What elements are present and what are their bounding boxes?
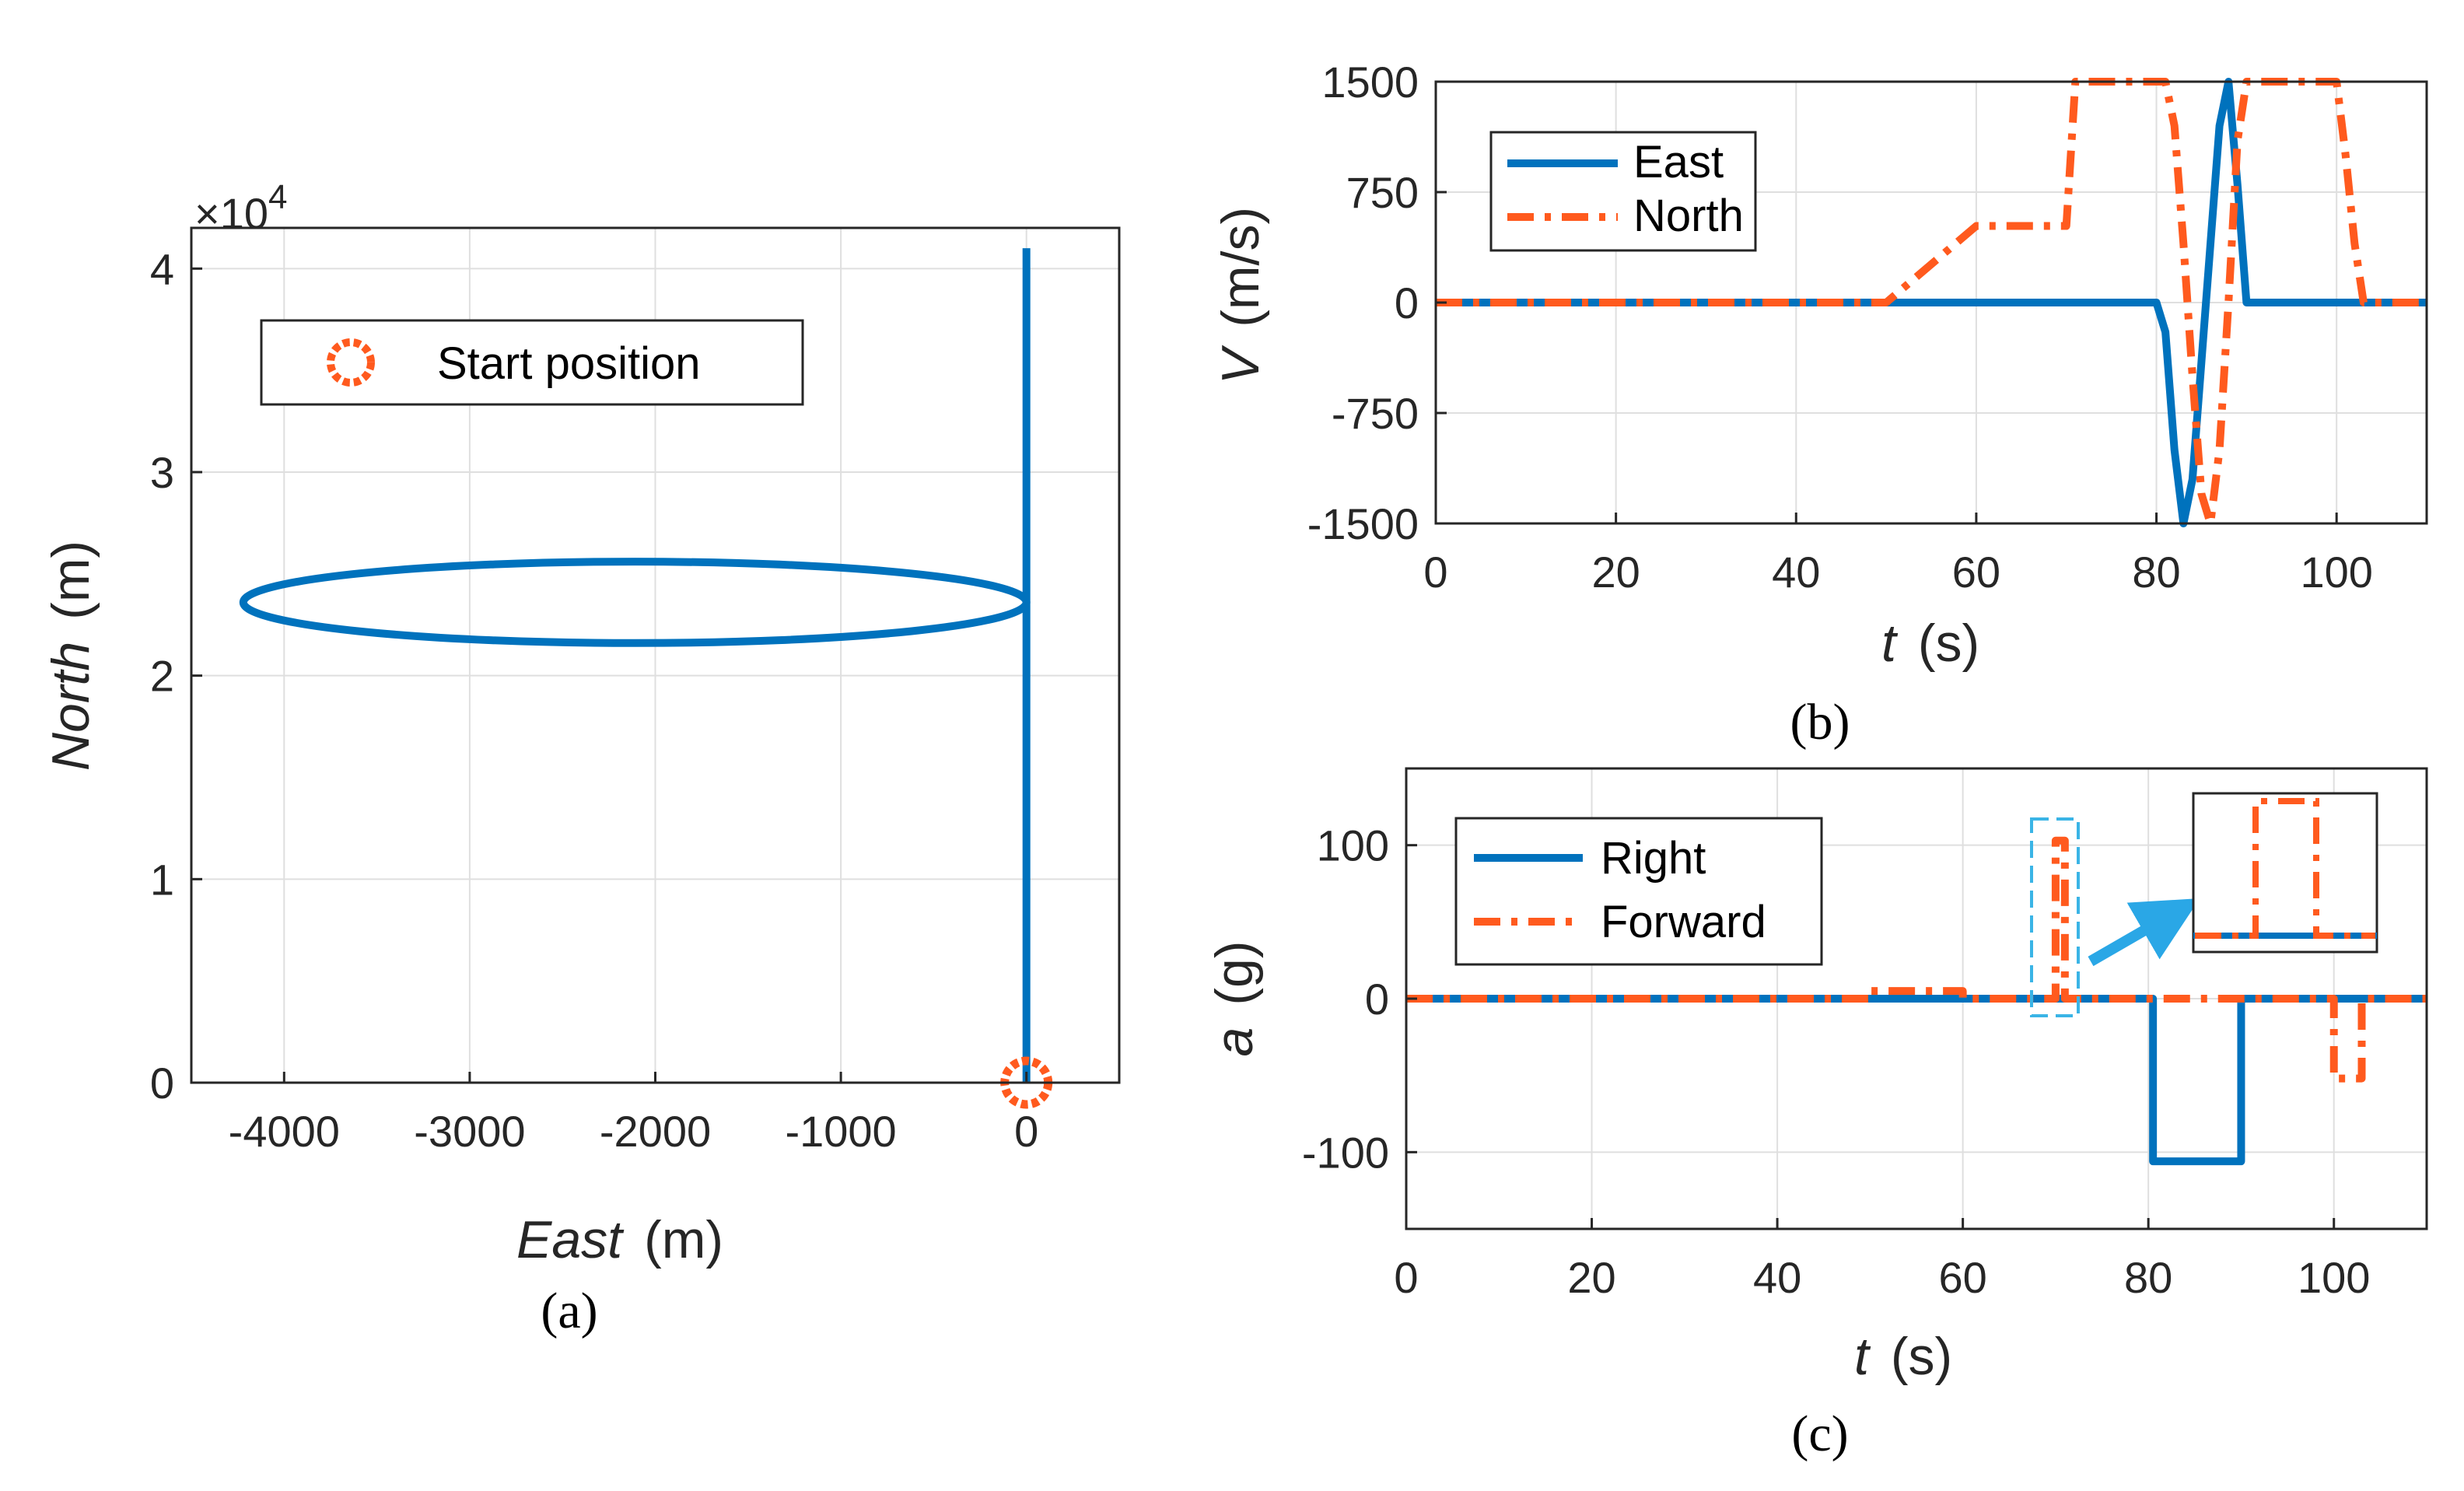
y-tick-label: 750	[1346, 168, 1419, 217]
y-tick-label: 1500	[1321, 58, 1419, 107]
x-tick-label: 80	[2124, 1253, 2172, 1302]
legend-forward-label: Forward	[1601, 897, 1766, 947]
zoom-highlight-box	[2030, 817, 2080, 1017]
x-tick-label: -2000	[600, 1107, 711, 1156]
x-tick-label: 0	[1014, 1107, 1038, 1156]
x-tick-label: 40	[1772, 548, 1820, 597]
x-tick-label: 100	[2300, 548, 2372, 597]
y-tick-label: 4	[150, 244, 174, 293]
series-line-north	[1436, 78, 2427, 527]
legend-start-marker	[327, 338, 375, 387]
panel-c-caption: (c)	[1791, 1405, 1848, 1462]
y-tick-label: 2	[150, 652, 174, 701]
y-tick-label: 0	[150, 1059, 174, 1108]
legend-north-label: North	[1633, 191, 1744, 241]
panel-c-ylabel: a(g)	[1205, 941, 1264, 1057]
series-line-forward	[1406, 836, 2427, 1083]
legend-right-label: Right	[1601, 833, 1706, 884]
panel-a-ylabel: North(m)	[41, 541, 100, 771]
series-line-east	[1436, 78, 2427, 527]
y-tick-label: 100	[1317, 821, 1389, 870]
y-tick-label: 3	[150, 448, 174, 497]
x-tick-label: -3000	[414, 1107, 525, 1156]
panel-c-legend-box	[1454, 817, 1823, 966]
x-tick-label: 80	[2132, 548, 2180, 597]
zoom-inset-frame	[2192, 792, 2378, 954]
panel-b-legend: East North	[1489, 131, 1757, 252]
x-tick-label: 40	[1753, 1253, 1801, 1302]
panel-a-legend-box	[260, 319, 804, 406]
x-tick-label: 0	[1394, 1253, 1418, 1302]
panel-a-y-exponent: ×104	[194, 178, 287, 238]
y-tick-label: -1500	[1307, 499, 1419, 548]
panel-a-caption: (a)	[541, 1283, 597, 1339]
x-tick-label: 20	[1567, 1253, 1615, 1302]
panel-b-legend-box	[1489, 131, 1757, 252]
panel-c-chart: 0 20 40 60 80 100 -100 0 100 Right Forward t (s)…	[1205, 767, 2428, 1462]
panel-c-legend: Right Forward	[1454, 817, 1823, 966]
panel-c-xlabel: t (s)	[1854, 1327, 1952, 1386]
zoom-inset-forward-line	[2195, 798, 2375, 939]
series-line-right	[1406, 995, 2427, 1166]
y-tick-label: 0	[1365, 975, 1389, 1024]
y-tick-label: -100	[1302, 1128, 1389, 1177]
zoom-arrow	[2088, 898, 2200, 967]
panel-a-chart: -4000 -3000 -2000 -1000 0 0 1 2 3 4 ×104 Start p…	[41, 178, 1121, 1339]
panel-a-xlabel: East (m)	[516, 1210, 723, 1269]
y-tick-label: 1	[150, 855, 174, 904]
panel-b-ylabel: V(m/s)	[1211, 207, 1270, 384]
legend-start-label: Start position	[437, 338, 701, 389]
panel-b-xlabel: t (s)	[1881, 614, 1979, 673]
legend-east-label: East	[1633, 137, 1724, 187]
x-tick-label: -4000	[229, 1107, 340, 1156]
x-tick-label: 60	[1952, 548, 2000, 597]
y-tick-label: -750	[1332, 389, 1419, 438]
zoom-inset	[2192, 792, 2378, 954]
panel-b-caption: (b)	[1790, 694, 1850, 751]
x-tick-label: -1000	[785, 1107, 896, 1156]
x-tick-label: 0	[1423, 548, 1447, 597]
x-tick-label: 20	[1591, 548, 1640, 597]
x-tick-label: 60	[1938, 1253, 1986, 1302]
panel-a-legend: Start position	[260, 319, 804, 406]
trajectory-loop	[239, 558, 1031, 647]
y-tick-label: 0	[1395, 278, 1419, 327]
x-tick-label: 100	[2298, 1253, 2370, 1302]
panel-b-chart: 0 20 40 60 80 100 -1500 -750 0 750 1500 East Nort…	[1211, 58, 2428, 751]
